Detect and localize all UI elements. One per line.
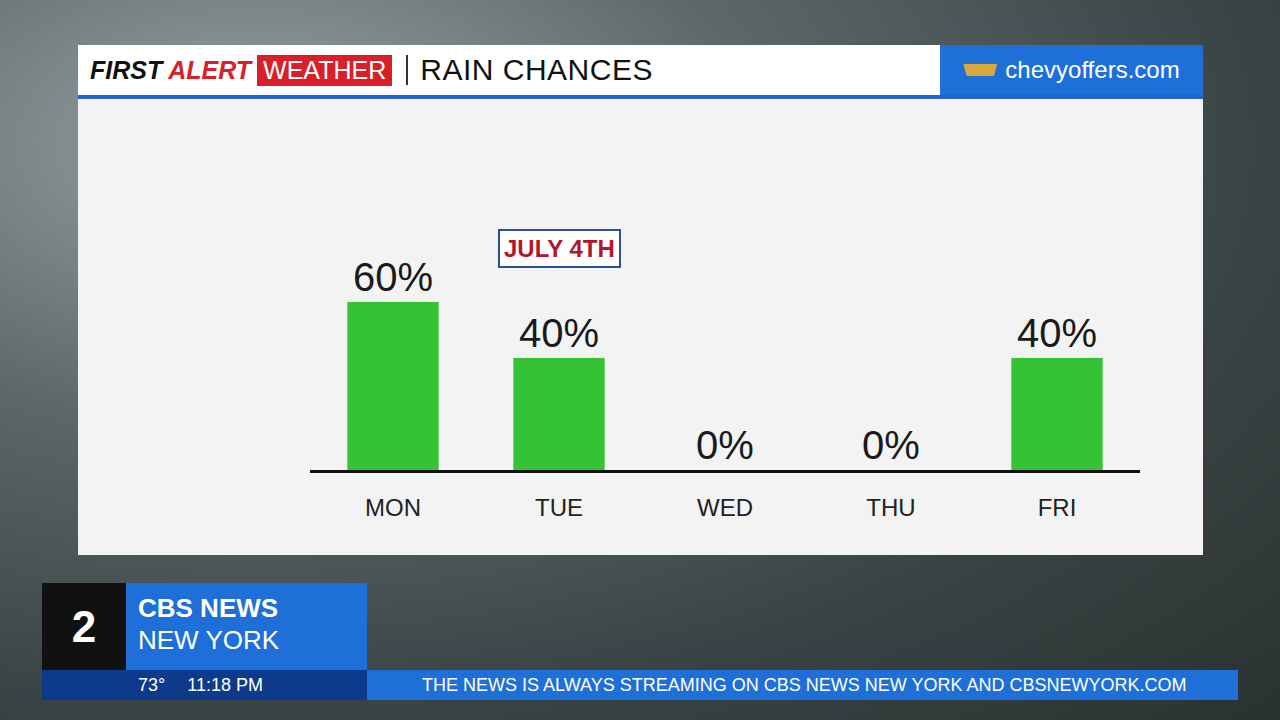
html-text:RAIN CHANCES: RAIN CHANCES xyxy=(420,53,653,86)
svg-text:WED: WED xyxy=(697,494,753,521)
svg-text:0%: 0% xyxy=(696,423,754,467)
html-text:11:18 PM: 11:18 PM xyxy=(187,674,263,695)
svg-text:TUE: TUE xyxy=(535,494,583,521)
html-text:WEATHER: WEATHER xyxy=(263,55,387,84)
svg-text:40%: 40% xyxy=(519,311,599,355)
html-text:2: 2 xyxy=(71,601,97,651)
svg-text:FRI: FRI xyxy=(1038,494,1077,521)
html-text:THE NEWS IS ALWAYS STREAMING O: THE NEWS IS ALWAYS STREAMING ON CBS NEWS… xyxy=(422,674,1187,695)
svg-text:60%: 60% xyxy=(353,255,433,299)
svg-text:JULY 4TH: JULY 4TH xyxy=(504,235,615,262)
svg-text:THU: THU xyxy=(866,494,915,521)
svg-text:40%: 40% xyxy=(1017,311,1097,355)
html-text:NEW YORK: NEW YORK xyxy=(138,625,280,655)
html-text:73°: 73° xyxy=(138,674,166,695)
html-text:CBS NEWS: CBS NEWS xyxy=(138,593,279,623)
svg-text:0%: 0% xyxy=(862,423,920,467)
html-text:chevyoffers.com: chevyoffers.com xyxy=(1005,56,1180,83)
svg-text:MON: MON xyxy=(365,494,421,521)
html-text:FIRST ALERT: FIRST ALERT xyxy=(90,55,252,84)
